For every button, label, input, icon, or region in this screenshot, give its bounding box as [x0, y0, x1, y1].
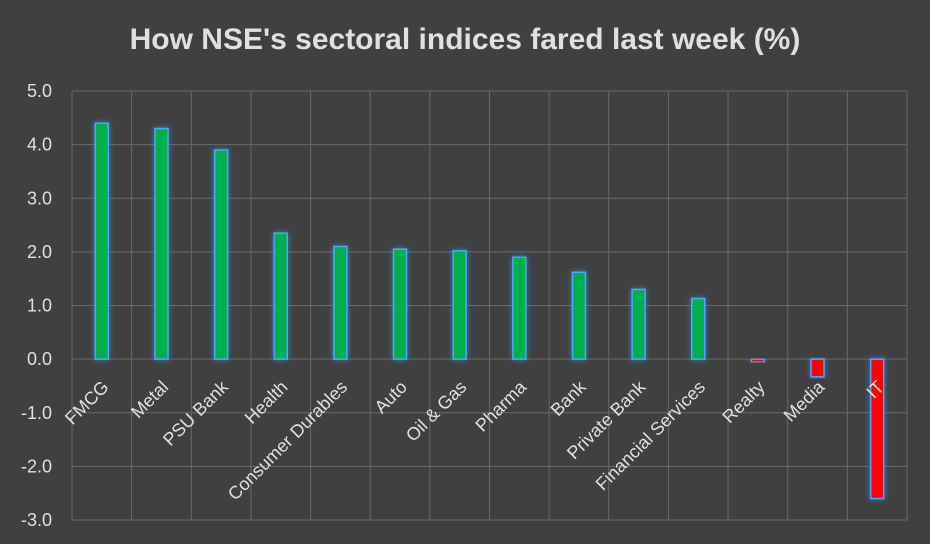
- y-axis-ticks: 5.0 4.0 3.0 2.0 1.0 0.0 -1.0 -2.0 -3.0: [21, 81, 52, 530]
- bar-health: [273, 232, 288, 360]
- x-tick-label: Health: [241, 377, 292, 428]
- y-tick-label: 4.0: [27, 135, 52, 155]
- bars: [94, 122, 885, 500]
- x-tick-label: FMCG: [61, 377, 113, 429]
- gridlines: [71, 90, 908, 521]
- y-tick-label: 1.0: [27, 296, 52, 316]
- bar-pharma: [512, 256, 527, 360]
- bar-private-bank: [631, 288, 646, 360]
- x-tick-label: Oil & Gas: [402, 377, 471, 446]
- y-tick-label: -1.0: [21, 403, 52, 423]
- bar-it: [869, 358, 885, 500]
- bar-realty: [750, 358, 766, 363]
- x-tick-label: Metal: [127, 377, 172, 422]
- bar-bank: [571, 271, 587, 360]
- bar-fmcg: [94, 122, 110, 360]
- bar-media: [810, 358, 825, 378]
- y-tick-label: 5.0: [27, 81, 52, 101]
- y-tick-label: -3.0: [21, 510, 52, 530]
- x-tick-label: Pharma: [471, 376, 530, 435]
- x-tick-label: Auto: [371, 377, 411, 417]
- bar-financial-services: [691, 297, 706, 360]
- bar-consumer-durables: [333, 245, 348, 360]
- bar-oil-gas: [452, 250, 467, 360]
- x-tick-label: Media: [780, 376, 830, 426]
- chart-title: How NSE's sectoral indices fared last we…: [130, 23, 801, 56]
- y-tick-label: 0.0: [27, 349, 52, 369]
- bar-psu-bank: [213, 149, 229, 360]
- bar-auto: [392, 248, 408, 360]
- y-tick-label: 2.0: [27, 242, 52, 262]
- y-tick-label: 3.0: [27, 188, 52, 208]
- x-tick-label: Realty: [718, 377, 768, 427]
- bar-metal: [154, 127, 169, 360]
- x-tick-label: Bank: [547, 376, 591, 420]
- x-tick-label: Consumer Durables: [224, 377, 351, 504]
- y-tick-label: -2.0: [21, 456, 52, 476]
